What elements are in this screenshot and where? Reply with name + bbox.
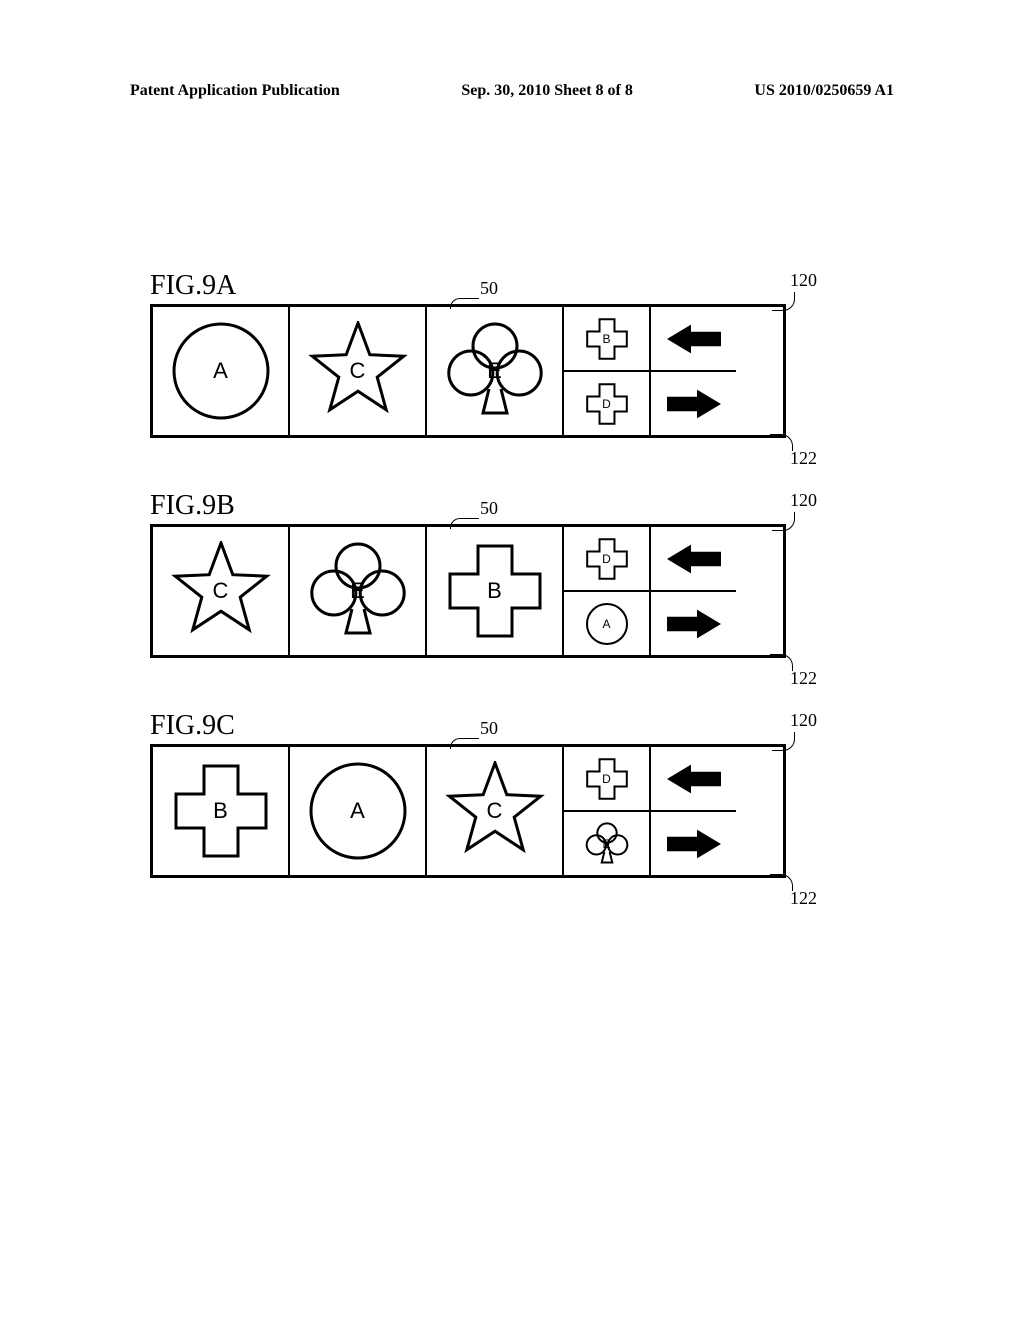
side-column: BD bbox=[564, 307, 651, 435]
arrow-right[interactable] bbox=[651, 372, 736, 435]
arrow-left[interactable] bbox=[651, 747, 736, 812]
ref-122: 122 bbox=[790, 668, 817, 689]
ref-120: 120 bbox=[790, 490, 817, 511]
cell-star: C bbox=[153, 527, 290, 655]
figure-FIG.9C: FIG.9CBACD E50120122 bbox=[150, 710, 786, 878]
header: Patent Application Publication Sep. 30, … bbox=[0, 82, 1024, 100]
arrow-right[interactable] bbox=[651, 812, 736, 875]
side-column: D E bbox=[564, 747, 651, 875]
header-center: Sep. 30, 2010 Sheet 8 of 8 bbox=[461, 82, 633, 100]
shape-letter: A bbox=[350, 798, 365, 824]
side-cell-cross: D bbox=[564, 747, 649, 812]
panel: C EBDA bbox=[150, 524, 786, 658]
arrow-right[interactable] bbox=[651, 592, 736, 655]
cell-circle: A bbox=[153, 307, 290, 435]
page: Patent Application Publication Sep. 30, … bbox=[0, 0, 1024, 1320]
ref-50: 50 bbox=[480, 278, 498, 299]
shape-letter-small: D bbox=[602, 397, 611, 411]
side-cell-cross: D bbox=[564, 527, 649, 592]
arrow-column bbox=[651, 307, 736, 435]
shape-letter-small: A bbox=[602, 617, 610, 631]
ref-122: 122 bbox=[790, 448, 817, 469]
header-right: US 2010/0250659 A1 bbox=[754, 82, 894, 100]
ref-120: 120 bbox=[790, 710, 817, 731]
header-left: Patent Application Publication bbox=[130, 82, 340, 100]
cell-star: C bbox=[427, 747, 564, 875]
shape-letter-small: D bbox=[602, 772, 611, 786]
shape-letter: C bbox=[350, 358, 366, 384]
ref-50: 50 bbox=[480, 718, 498, 739]
shape-letter: E bbox=[487, 358, 502, 384]
panel: B A C D E bbox=[150, 744, 786, 878]
figure-FIG.9A: FIG.9AAC EBD50120122 bbox=[150, 270, 786, 438]
panel: AC EBD bbox=[150, 304, 786, 438]
shape-letter: B bbox=[213, 798, 228, 824]
shape-letter: B bbox=[487, 578, 502, 604]
cell-star: C bbox=[290, 307, 427, 435]
side-cell-cross: B bbox=[564, 307, 649, 372]
ref-50: 50 bbox=[480, 498, 498, 519]
cell-cross: B bbox=[153, 747, 290, 875]
arrow-column bbox=[651, 747, 736, 875]
side-cell-cross: D bbox=[564, 372, 649, 435]
side-cell-club: E bbox=[564, 812, 649, 875]
arrow-left[interactable] bbox=[651, 307, 736, 372]
cell-cross: B bbox=[427, 527, 564, 655]
side-cell-circle: A bbox=[564, 592, 649, 655]
figure-FIG.9B: FIG.9BC EBDA50120122 bbox=[150, 490, 786, 658]
cell-club: E bbox=[290, 527, 427, 655]
ref-122: 122 bbox=[790, 888, 817, 909]
shape-letter-small: E bbox=[602, 837, 610, 851]
cell-club: E bbox=[427, 307, 564, 435]
shape-letter-small: D bbox=[602, 552, 611, 566]
cell-circle: A bbox=[290, 747, 427, 875]
ref-120: 120 bbox=[790, 270, 817, 291]
side-column: DA bbox=[564, 527, 651, 655]
arrow-left[interactable] bbox=[651, 527, 736, 592]
shape-letter-small: B bbox=[602, 332, 610, 346]
arrow-column bbox=[651, 527, 736, 655]
shape-letter: C bbox=[487, 798, 503, 824]
shape-letter: A bbox=[213, 358, 228, 384]
shape-letter: E bbox=[350, 578, 365, 604]
shape-letter: C bbox=[213, 578, 229, 604]
